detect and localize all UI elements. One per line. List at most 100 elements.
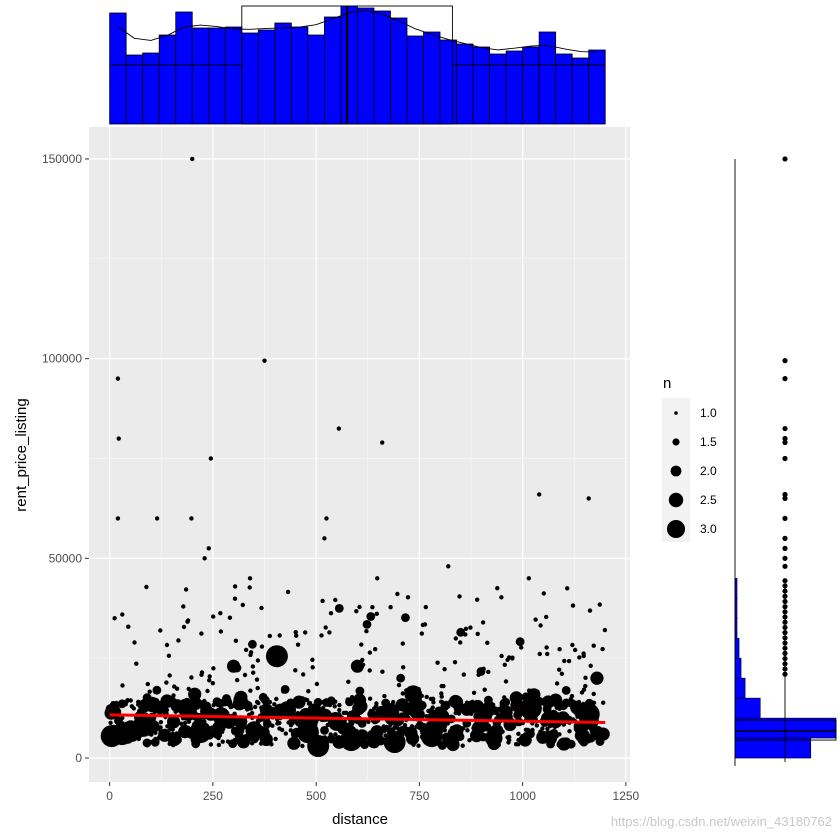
scatter-point bbox=[333, 699, 338, 704]
scatter-point-large bbox=[519, 697, 542, 720]
scatter-point bbox=[253, 704, 258, 710]
x-histogram-bar bbox=[456, 43, 474, 125]
scatter-point bbox=[460, 743, 465, 748]
scatter-point bbox=[145, 699, 160, 713]
scatter-point bbox=[562, 658, 567, 664]
scatter-point bbox=[158, 729, 163, 734]
x-tick-label: 250 bbox=[203, 789, 223, 803]
y-boxplot-outlier bbox=[782, 655, 788, 662]
scatter-point bbox=[186, 686, 191, 692]
legend-key bbox=[668, 492, 684, 508]
scatter-point bbox=[360, 740, 369, 749]
scatter-point bbox=[216, 742, 222, 748]
scatter-point bbox=[463, 632, 468, 637]
scatter-point bbox=[183, 587, 189, 592]
scatter-point bbox=[570, 642, 575, 648]
scatter-point-large bbox=[383, 731, 406, 754]
scatter-point-large bbox=[245, 721, 263, 739]
scatter-point bbox=[128, 698, 133, 703]
scatter-point-outlier bbox=[262, 358, 267, 363]
y-histogram-bar bbox=[734, 697, 761, 719]
scatter-point bbox=[461, 672, 466, 677]
x-density-curve bbox=[117, 9, 598, 53]
y-boxplot-outlier bbox=[782, 588, 788, 594]
scatter-point bbox=[395, 591, 400, 597]
legend-label: 2.5 bbox=[700, 493, 717, 507]
scatter-point bbox=[374, 611, 379, 616]
scatter-point-large bbox=[352, 693, 367, 707]
scatter-point bbox=[402, 722, 408, 728]
scatter-point bbox=[545, 651, 550, 657]
y-boxplot-outlier bbox=[782, 671, 788, 677]
y-boxplot-outlier bbox=[782, 535, 788, 541]
scatter-point bbox=[581, 653, 586, 659]
scatter-point bbox=[525, 737, 530, 742]
scatter-point bbox=[471, 734, 476, 739]
scatter-point bbox=[171, 693, 176, 698]
scatter-point bbox=[420, 622, 426, 628]
scatter-point bbox=[366, 719, 371, 724]
scatter-point bbox=[235, 677, 240, 683]
scatter-point bbox=[233, 694, 243, 704]
scatter-point bbox=[549, 709, 559, 719]
scatter-point bbox=[258, 741, 264, 746]
y-boxplot-outlier bbox=[782, 635, 788, 641]
scatter-point bbox=[129, 704, 134, 709]
scatter-point bbox=[237, 705, 242, 710]
scatter-point bbox=[412, 739, 418, 744]
scatter-point bbox=[208, 742, 214, 747]
scatter-point bbox=[320, 598, 325, 604]
scatter-point bbox=[465, 728, 470, 733]
scatter-point bbox=[126, 624, 131, 629]
scatter-point bbox=[344, 710, 349, 715]
y-tick-label: 50000 bbox=[49, 551, 83, 565]
scatter-point bbox=[496, 706, 502, 712]
y-boxplot-outlier bbox=[782, 578, 788, 584]
scatter-point-large bbox=[381, 703, 400, 721]
scatter-point bbox=[509, 691, 523, 705]
scatter-point bbox=[453, 710, 458, 716]
scatter-point bbox=[513, 742, 519, 747]
outlier-points bbox=[112, 156, 591, 621]
scatter-point bbox=[515, 709, 520, 714]
scatter-point-large bbox=[420, 725, 443, 748]
scatter-point-outlier bbox=[336, 426, 342, 431]
scatter-point bbox=[233, 638, 239, 643]
scatter-point bbox=[482, 687, 487, 692]
scatter-point bbox=[430, 696, 436, 701]
scatter-point bbox=[337, 707, 342, 713]
scatter-point bbox=[442, 667, 447, 672]
scatter-point bbox=[158, 628, 163, 633]
scatter-point-outlier bbox=[247, 576, 253, 581]
scatter-point bbox=[205, 688, 210, 694]
scatter-point bbox=[508, 716, 513, 721]
scatter-point bbox=[475, 631, 480, 637]
scatter-point bbox=[600, 646, 605, 652]
scatter-point bbox=[203, 705, 208, 710]
x-histogram-bar bbox=[571, 57, 590, 125]
scatter-point bbox=[328, 732, 333, 737]
y-histogram-bar bbox=[734, 657, 742, 679]
scatter-point bbox=[468, 625, 473, 630]
scatter-point bbox=[334, 604, 344, 613]
scatter-point bbox=[533, 617, 538, 622]
scatter-point-large bbox=[111, 723, 134, 746]
scatter-point bbox=[287, 736, 301, 750]
scatter-point bbox=[256, 700, 261, 706]
scatter-point bbox=[199, 631, 204, 636]
scatter-point bbox=[277, 633, 282, 638]
scatter-point bbox=[181, 624, 187, 630]
scatter-point bbox=[601, 700, 606, 705]
scatter-point bbox=[439, 694, 444, 699]
scatter-point bbox=[361, 722, 367, 727]
scatter-point bbox=[400, 641, 405, 646]
scatter-point bbox=[229, 704, 235, 709]
scatter-point bbox=[557, 667, 562, 672]
scatter-point-outlier bbox=[154, 516, 160, 521]
scatter-point bbox=[168, 736, 174, 741]
legend-label: 1.0 bbox=[700, 406, 717, 420]
scatter-point bbox=[426, 708, 431, 714]
scatter-point bbox=[286, 720, 291, 725]
scatter-point bbox=[557, 647, 562, 652]
